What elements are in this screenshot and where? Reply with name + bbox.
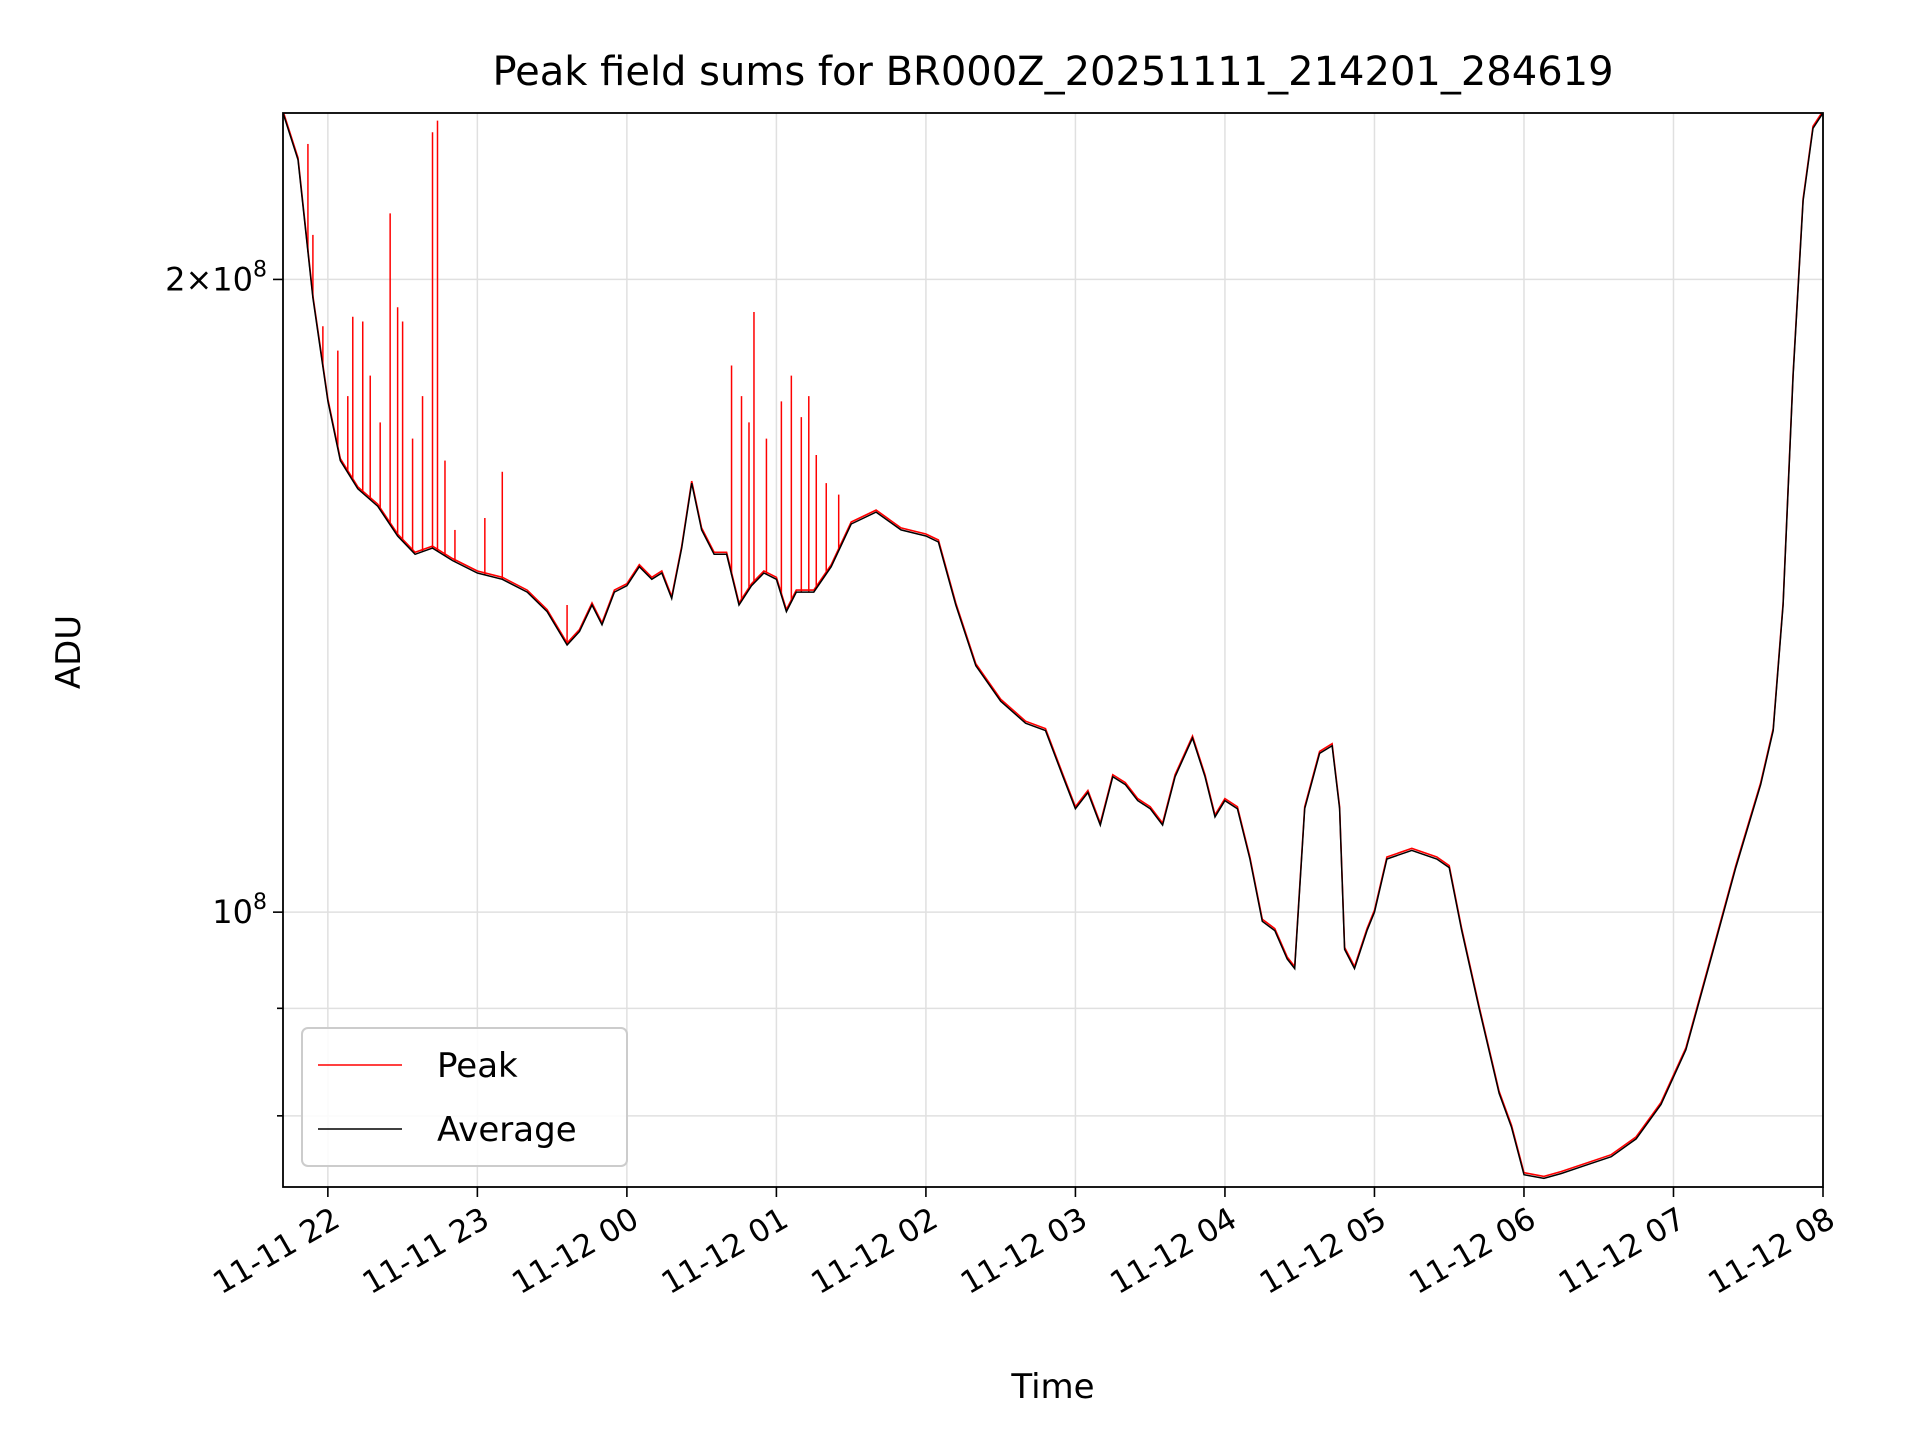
y-tick-label: 2×108 xyxy=(165,257,267,298)
y-tick-label: 108 xyxy=(212,890,267,931)
x-axis-label: Time xyxy=(1010,1367,1094,1407)
series-average-line xyxy=(283,113,1823,1180)
y-axis-label: ADU xyxy=(49,615,89,689)
legend-box xyxy=(301,1027,628,1167)
chart-title: Peak field sums for BR000Z_20251111_2142… xyxy=(492,49,1613,95)
series-group xyxy=(283,113,1823,1180)
legend-label-peak: Peak xyxy=(437,1046,518,1086)
legend-label-average: Average xyxy=(437,1110,577,1150)
plot-frame xyxy=(282,112,1824,1188)
legend: Peak Average xyxy=(301,1027,628,1167)
